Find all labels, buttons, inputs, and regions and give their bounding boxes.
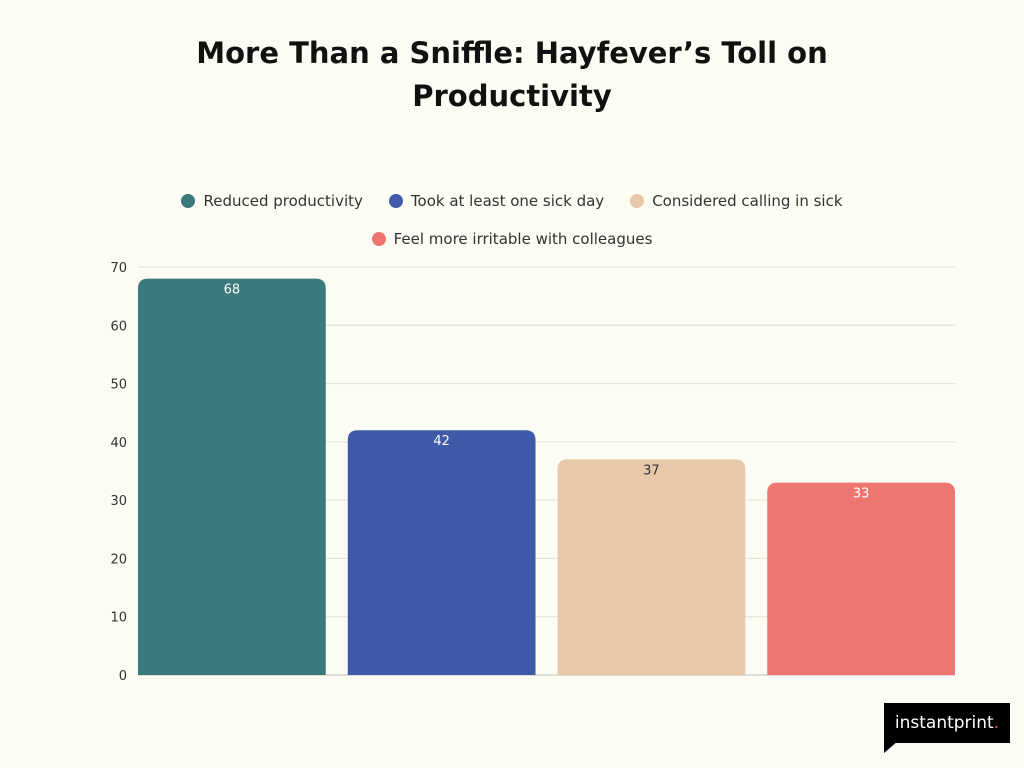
- chart-title: More Than a Sniffle: Hayfever’s Toll on …: [150, 32, 874, 118]
- bar-2: [347, 430, 536, 675]
- legend-swatch: [181, 194, 196, 208]
- y-tick-label: 0: [119, 669, 127, 684]
- legend-item-reduced-productivity: Reduced productivity: [181, 192, 363, 210]
- legend-row-2: Feel more irritable with colleagues: [0, 230, 1024, 248]
- y-tick-label: 70: [110, 261, 127, 276]
- legend-swatch: [630, 194, 645, 208]
- data-label: 68: [224, 283, 241, 298]
- data-label: 37: [643, 463, 660, 478]
- y-tick-label: 30: [110, 494, 127, 509]
- legend: Reduced productivity Took at least one s…: [0, 192, 1024, 210]
- logo-speech-tail: [884, 741, 898, 753]
- y-tick-label: 20: [110, 552, 127, 567]
- legend-label: Reduced productivity: [203, 192, 363, 210]
- instantprint-logo: instantprint.: [884, 703, 1010, 743]
- bar-4: [767, 482, 955, 675]
- legend-item-sick-day: Took at least one sick day: [388, 192, 605, 210]
- chart-title-line-1: More Than a Sniffle: Hayfever’s Toll on: [196, 36, 828, 70]
- legend-label: Took at least one sick day: [410, 192, 605, 210]
- legend-label: Feel more irritable with colleagues: [393, 230, 653, 248]
- y-tick-label: 60: [110, 319, 127, 334]
- legend-swatch: [388, 194, 403, 208]
- y-tick-label: 10: [110, 611, 127, 626]
- logo-text: instantprint: [894, 713, 994, 733]
- chart-title-line-2: Productivity: [412, 79, 612, 113]
- legend-label: Considered calling in sick: [652, 192, 843, 210]
- y-tick-label: 50: [110, 378, 127, 393]
- logo-dot: .: [993, 713, 1000, 733]
- data-label: 33: [853, 487, 870, 502]
- data-label: 42: [433, 434, 450, 449]
- bar-3: [557, 459, 746, 675]
- legend-item-irritable: Feel more irritable with colleagues: [371, 230, 653, 248]
- legend-swatch: [371, 232, 386, 246]
- legend-item-considered-calling-in-sick: Considered calling in sick: [630, 192, 843, 210]
- y-tick-label: 40: [110, 436, 127, 451]
- bar-1: [138, 278, 326, 675]
